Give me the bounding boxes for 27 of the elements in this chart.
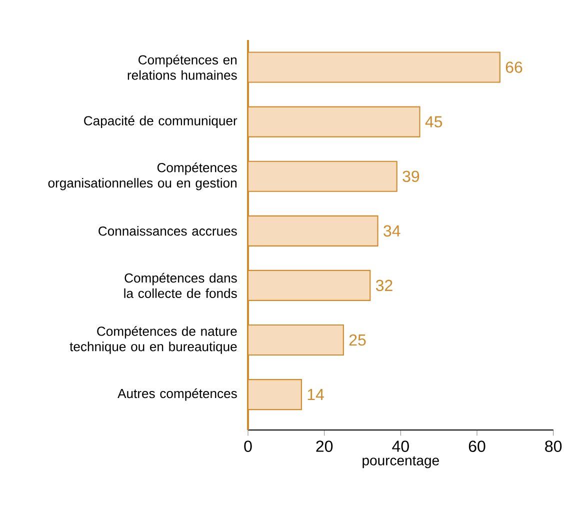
y-tick-label: Compétences de nature technique ou en bureautique bbox=[70, 326, 237, 354]
data-label: 32 bbox=[376, 280, 392, 292]
bar bbox=[248, 160, 398, 192]
bar bbox=[248, 215, 378, 246]
bar bbox=[248, 379, 302, 410]
y-tick-label: Capacité de communiquer bbox=[84, 116, 238, 128]
x-tick-label: 20 bbox=[316, 440, 333, 452]
data-label: 14 bbox=[308, 389, 324, 400]
x-axis-title: pourcentage bbox=[362, 456, 439, 468]
y-tick-label: Compétences organisationnelles ou en gestion bbox=[48, 162, 237, 190]
data-label: 34 bbox=[384, 225, 400, 237]
data-label: 45 bbox=[425, 116, 442, 128]
x-tick-label: 0 bbox=[244, 440, 252, 452]
x-tick-label: 40 bbox=[392, 440, 409, 452]
bar bbox=[248, 106, 420, 138]
y-tick-label: Compétences en relations humaines bbox=[128, 54, 237, 80]
data-label: 66 bbox=[506, 62, 522, 73]
data-label: 25 bbox=[349, 334, 366, 346]
bar bbox=[248, 52, 500, 83]
y-tick-label: Connaissances accrues bbox=[98, 226, 237, 236]
x-tick-label: 80 bbox=[545, 440, 562, 452]
x-tick-label: 60 bbox=[468, 440, 486, 452]
bar bbox=[248, 270, 371, 301]
y-tick-label: Compétences dans la collecte de fonds bbox=[124, 272, 237, 298]
y-tick-label: Autres compétences bbox=[118, 388, 237, 401]
bar bbox=[248, 324, 344, 356]
data-label: 39 bbox=[402, 170, 420, 182]
